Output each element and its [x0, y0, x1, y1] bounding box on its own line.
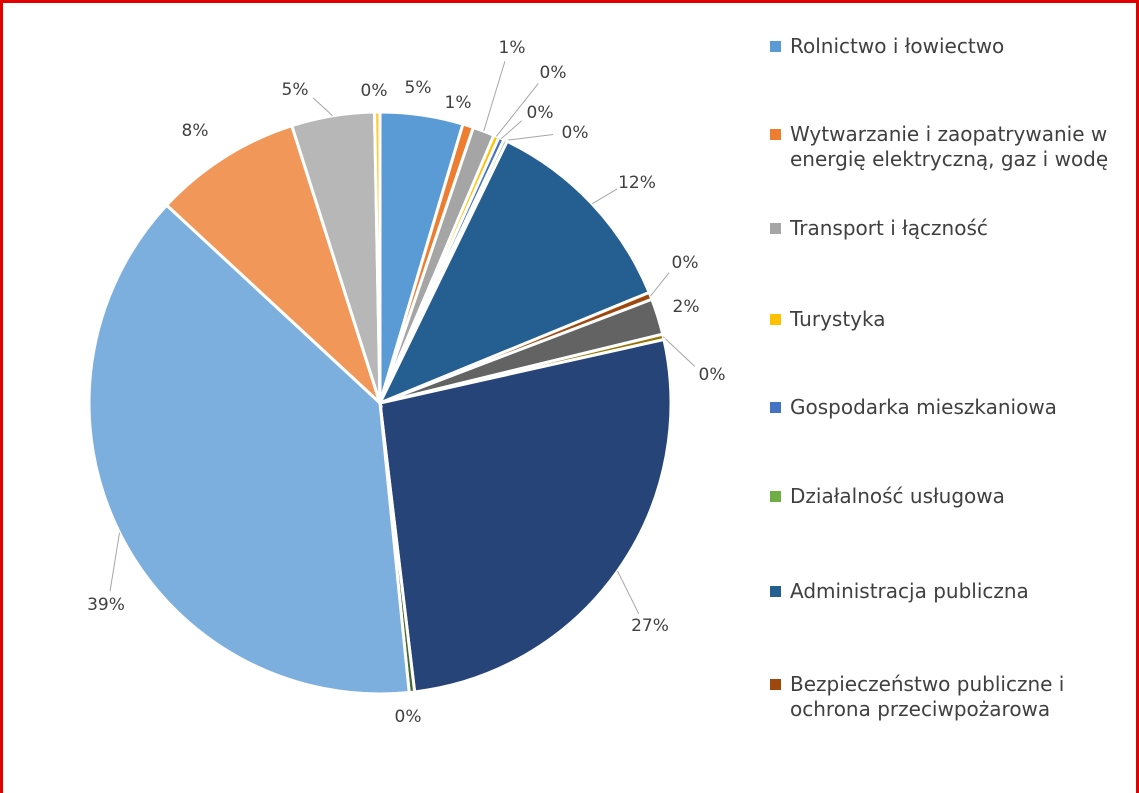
- data-label: 0%: [699, 365, 726, 385]
- legend-item: Rolnictwo i łowiectwo: [770, 34, 1120, 59]
- data-label: 5%: [282, 80, 309, 100]
- legend-item: Turystyka: [770, 307, 1120, 332]
- leader-line: [663, 336, 696, 367]
- legend-swatch: [770, 586, 781, 597]
- pie-slice: [376, 139, 652, 406]
- data-label: 8%: [182, 121, 209, 141]
- legend-swatch: [770, 402, 781, 413]
- legend-label: Działalność usługowa: [790, 484, 1005, 508]
- legend-swatch: [770, 223, 781, 234]
- legend-item: Administracja publiczna: [770, 579, 1120, 604]
- legend-item: Gospodarka mieszkaniowa: [770, 395, 1120, 420]
- data-label: 0%: [672, 253, 699, 273]
- legend-swatch: [770, 679, 781, 690]
- legend-label: Bezpieczeństwo publiczne i ochrona przec…: [790, 672, 1065, 721]
- pie-slice: [372, 110, 382, 404]
- leader-line: [483, 61, 506, 132]
- legend-swatch: [770, 41, 781, 52]
- data-label: 5%: [405, 78, 432, 98]
- data-label: 2%: [673, 297, 700, 317]
- pie-slice: [164, 123, 384, 408]
- legend-label: Rolnictwo i łowiectwo: [790, 34, 1005, 58]
- data-label: 0%: [562, 123, 589, 143]
- pie-slice: [378, 337, 673, 694]
- legend-swatch: [770, 491, 781, 502]
- legend-item: Transport i łączność: [770, 216, 1120, 241]
- data-label: 12%: [618, 173, 656, 193]
- legend-label: Transport i łączność: [790, 216, 988, 240]
- leader-line: [650, 272, 670, 297]
- data-label: 1%: [445, 93, 472, 113]
- chart: 5% 1% 1% 0% 0% 0% 12% 0% 2% 0% 27% 0% 39% 8% 5% 0%: [87, 38, 726, 727]
- legend-swatch: [770, 314, 781, 325]
- leader-line: [591, 188, 618, 205]
- legend-label: Turystyka: [790, 307, 886, 331]
- leader-line: [312, 97, 334, 117]
- legend-label: Gospodarka mieszkaniowa: [790, 395, 1057, 419]
- data-label: 0%: [540, 63, 567, 83]
- data-label: 1%: [499, 38, 526, 58]
- legend-item: Wytwarzanie i zaopatrywanie w energię el…: [770, 122, 1120, 172]
- leader-line: [501, 120, 522, 139]
- legend-label: Wytwarzanie i zaopatrywanie w energię el…: [790, 122, 1109, 171]
- legend-item: Działalność usługowa: [770, 484, 1120, 509]
- pie-slice: [87, 203, 411, 696]
- legend-label: Administracja publiczna: [790, 579, 1029, 603]
- data-label: 39%: [87, 595, 125, 615]
- data-label: 0%: [361, 81, 388, 101]
- data-label: 0%: [527, 103, 554, 123]
- leader-line: [505, 134, 554, 141]
- legend-swatch: [770, 129, 781, 140]
- legend-item: Bezpieczeństwo publiczne i ochrona przec…: [770, 672, 1120, 722]
- data-label: 0%: [395, 707, 422, 727]
- leader-line: [496, 83, 539, 137]
- data-label: 27%: [631, 616, 669, 636]
- leader-line: [617, 570, 640, 615]
- leader-line: [109, 532, 120, 592]
